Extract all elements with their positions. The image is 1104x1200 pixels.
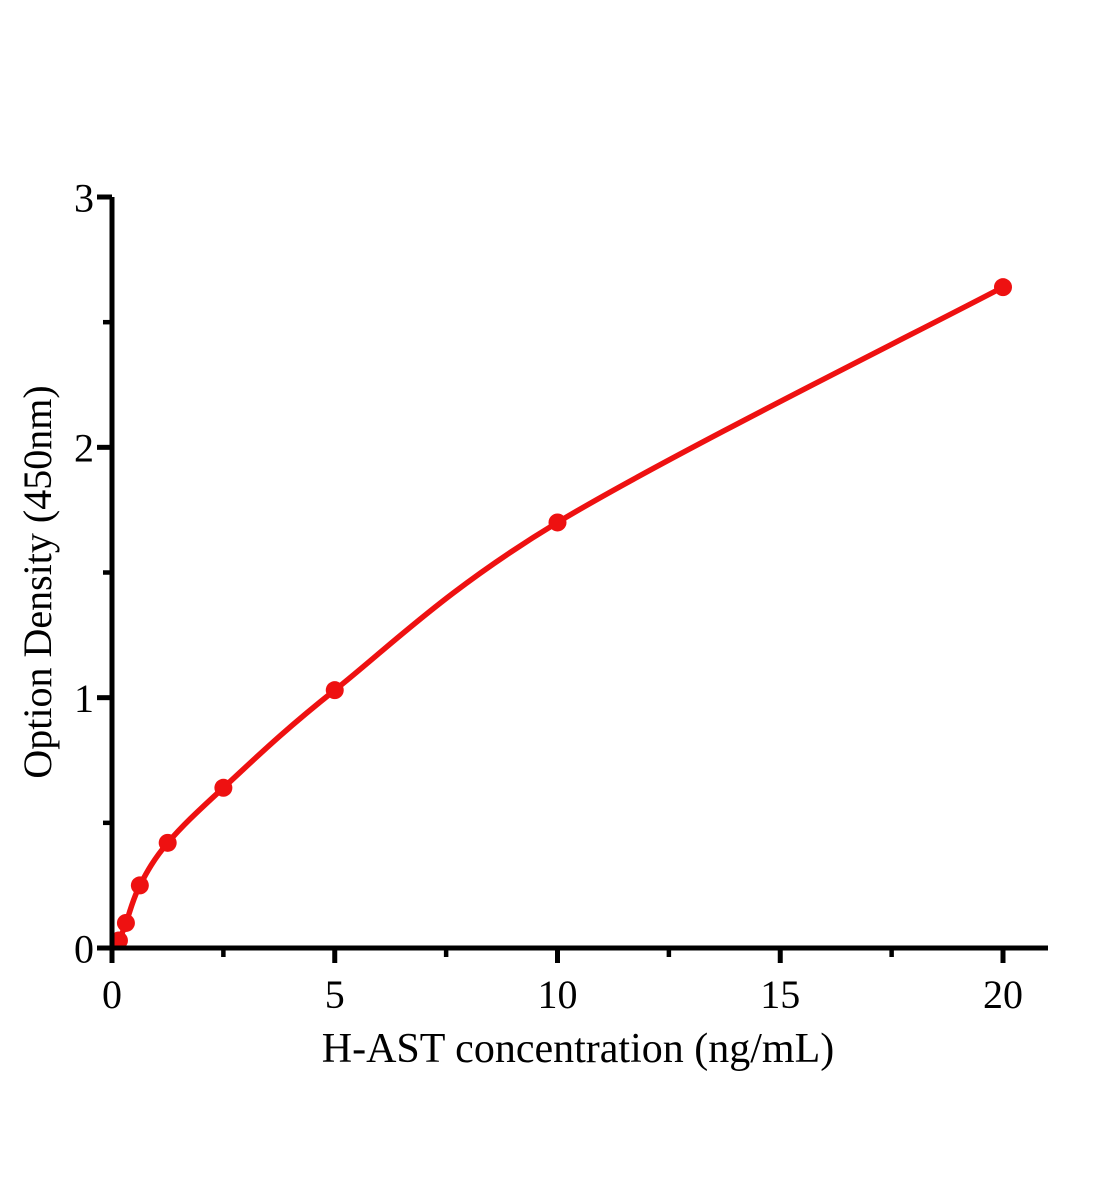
data-point-marker bbox=[325, 681, 344, 700]
x-tick-label: 20 bbox=[983, 972, 1023, 1017]
x-tick-label: 0 bbox=[102, 972, 122, 1017]
data-point-marker bbox=[994, 278, 1012, 297]
x-tick-label: 15 bbox=[760, 972, 800, 1017]
x-tick-label: 5 bbox=[325, 972, 345, 1017]
y-tick-label: 0 bbox=[74, 926, 94, 971]
y-axis-title: Option Density (450nm) bbox=[15, 385, 60, 779]
data-point-marker bbox=[116, 913, 135, 932]
x-tick-label: 10 bbox=[538, 972, 578, 1017]
y-tick-label: 1 bbox=[74, 676, 94, 721]
data-point-marker bbox=[214, 778, 233, 797]
standard-curve-line bbox=[109, 284, 1006, 951]
data-point-marker bbox=[548, 513, 567, 532]
y-tick-label: 2 bbox=[74, 426, 94, 471]
data-point-marker bbox=[158, 833, 177, 852]
x-axis-title: H-AST concentration (ng/mL) bbox=[321, 1026, 835, 1072]
data-point-marker bbox=[130, 876, 149, 895]
y-tick-label: 3 bbox=[74, 175, 94, 220]
